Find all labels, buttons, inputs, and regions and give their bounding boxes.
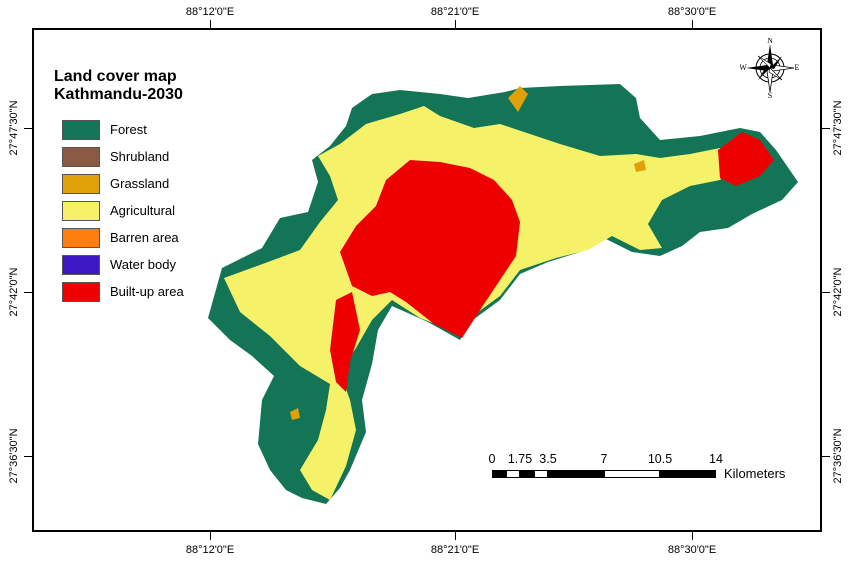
legend-title: Land cover map Kathmandu-2030 bbox=[54, 68, 184, 104]
legend-item-builtup: Built-up area bbox=[54, 278, 184, 305]
lon-label-top: 88°12'0"E bbox=[185, 6, 235, 18]
scale-segment bbox=[660, 470, 716, 478]
compass-s: S bbox=[768, 91, 772, 98]
legend-item-barren: Barren area bbox=[54, 224, 184, 251]
legend-title-line2: Kathmandu-2030 bbox=[54, 86, 183, 103]
tick-right bbox=[822, 456, 830, 457]
tick-right bbox=[822, 128, 830, 129]
tick-right bbox=[822, 292, 830, 293]
tick-bottom bbox=[455, 532, 456, 540]
tick-left bbox=[24, 128, 32, 129]
water-swatch bbox=[62, 254, 100, 275]
scale-tick-label: 10.5 bbox=[647, 452, 673, 466]
scale-segment bbox=[506, 470, 520, 478]
grassland-patch bbox=[290, 408, 300, 420]
compass-n: N bbox=[767, 38, 773, 45]
tick-top bbox=[455, 20, 456, 28]
scale-tick-label: 7 bbox=[600, 452, 608, 466]
lon-label-bottom: 88°30'0"E bbox=[667, 544, 717, 556]
grassland-patch bbox=[508, 86, 528, 112]
scale-segment bbox=[548, 470, 604, 478]
lat-label-right: 27°36'30"N bbox=[832, 428, 844, 484]
lon-label-top: 88°30'0"E bbox=[667, 6, 717, 18]
shrubland-swatch bbox=[62, 146, 100, 167]
legend-label: Water body bbox=[110, 257, 176, 272]
legend-title-line1: Land cover map bbox=[54, 68, 177, 85]
tick-top bbox=[210, 20, 211, 28]
grassland-patch bbox=[634, 160, 646, 172]
grassland-swatch bbox=[62, 173, 100, 194]
legend-item-water: Water body bbox=[54, 251, 184, 278]
legend-label: Forest bbox=[110, 122, 147, 137]
scale-segment bbox=[604, 470, 660, 478]
scale-tick-label: 0 bbox=[488, 452, 496, 466]
map-canvas bbox=[208, 84, 798, 504]
agricultural-swatch bbox=[62, 200, 100, 221]
lat-label-left: 27°42'0"N bbox=[8, 267, 20, 317]
forest-swatch bbox=[62, 119, 100, 140]
scale-tick-label: 14 bbox=[709, 452, 723, 466]
lat-label-right: 27°47'30"N bbox=[832, 100, 844, 156]
builtup-swatch bbox=[62, 281, 100, 302]
legend-item-forest: Forest bbox=[54, 116, 184, 143]
legend-label: Shrubland bbox=[110, 149, 170, 164]
scale-segment bbox=[534, 470, 548, 478]
legend-label: Agricultural bbox=[110, 203, 176, 218]
lon-label-top: 88°21'0"E bbox=[430, 6, 480, 18]
builtup-east bbox=[718, 132, 774, 186]
lat-label-right: 27°42'0"N bbox=[832, 267, 844, 317]
scale-segment bbox=[492, 470, 506, 478]
legend-item-shrubland: Shrubland bbox=[54, 143, 184, 170]
scale-unit: Kilometers bbox=[724, 466, 786, 481]
legend-item-agricultural: Agricultural bbox=[54, 197, 184, 224]
tick-left bbox=[24, 292, 32, 293]
tick-left bbox=[24, 456, 32, 457]
scale-tick-label: 1.75 bbox=[507, 452, 533, 466]
builtup-strip-south bbox=[330, 292, 360, 392]
legend-item-grassland: Grassland bbox=[54, 170, 184, 197]
compass-w: W bbox=[740, 63, 747, 72]
builtup-region bbox=[340, 160, 520, 338]
tick-bottom bbox=[692, 532, 693, 540]
lon-label-bottom: 88°12'0"E bbox=[185, 544, 235, 556]
scale-tick-label: 3.5 bbox=[539, 452, 557, 466]
tick-top bbox=[692, 20, 693, 28]
legend-label: Grassland bbox=[110, 176, 170, 191]
scale-segment bbox=[520, 470, 534, 478]
lon-label-bottom: 88°21'0"E bbox=[430, 544, 480, 556]
barren-swatch bbox=[62, 227, 100, 248]
north-arrow-icon: N S E W bbox=[740, 38, 800, 98]
legend-items: Forest Shrubland Grassland Agricultural … bbox=[54, 116, 184, 305]
tick-bottom bbox=[210, 532, 211, 540]
compass-e: E bbox=[795, 63, 800, 72]
legend-label: Built-up area bbox=[110, 284, 184, 299]
legend: Land cover map Kathmandu-2030 Forest Shr… bbox=[54, 68, 184, 305]
lat-label-left: 27°47'30"N bbox=[8, 100, 20, 156]
lat-label-left: 27°36'30"N bbox=[8, 428, 20, 484]
legend-label: Barren area bbox=[110, 230, 179, 245]
